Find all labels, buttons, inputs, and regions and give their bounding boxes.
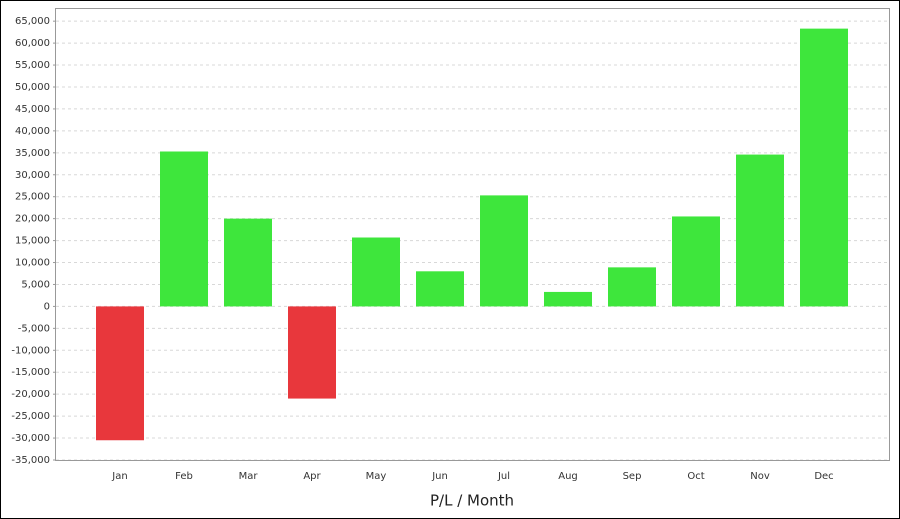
y-tick-label: -15,000 (11, 367, 50, 378)
plot-area: -35,000 -30,000 -25,000 -20,000 -15,000 -10,0… (11, 16, 889, 482)
y-tick-label: -25,000 (11, 411, 50, 422)
bar (160, 151, 208, 307)
x-axis-title: P/L / Month (430, 492, 514, 510)
x-tick-label: Nov (750, 471, 770, 482)
y-tick-label: -5,000 (18, 323, 50, 334)
bar (288, 306, 336, 399)
x-tick-label: Jul (497, 471, 510, 482)
bar (96, 306, 144, 441)
y-tick-label: 55,000 (15, 60, 50, 71)
y-tick-label: 35,000 (15, 148, 50, 159)
bar (416, 271, 464, 307)
y-tick-label: 5,000 (21, 279, 50, 290)
y-tick-label: -35,000 (11, 455, 50, 466)
y-tick-label: 25,000 (15, 192, 50, 203)
bar (352, 237, 400, 307)
y-tick-label: 30,000 (15, 170, 50, 181)
bar (608, 267, 656, 307)
bar (736, 154, 784, 307)
y-tick-label: 65,000 (15, 16, 50, 27)
x-tick-label: Apr (303, 471, 321, 482)
x-tick-label: May (366, 471, 387, 482)
y-tick-label: 45,000 (15, 104, 50, 115)
y-tick-label: -10,000 (11, 345, 50, 356)
plot-frame (55, 8, 890, 461)
y-tick-label: -20,000 (11, 389, 50, 400)
y-tick-label: 15,000 (15, 236, 50, 247)
x-tick-label: Feb (175, 471, 193, 482)
x-tick-label: Mar (239, 471, 259, 482)
y-tick-label: 40,000 (15, 126, 50, 137)
x-tick-label: Sep (623, 471, 642, 482)
y-tick-label: 60,000 (15, 38, 50, 49)
x-tick-label: Jan (111, 471, 127, 482)
y-tick-label: 50,000 (15, 82, 50, 93)
bar (672, 216, 720, 307)
y-tick-label: 20,000 (15, 214, 50, 225)
x-tick-label: Aug (558, 471, 578, 482)
x-tick-label: Jun (431, 471, 448, 482)
y-tick-label: 10,000 (15, 258, 50, 269)
x-tick-label: Oct (687, 471, 704, 482)
y-tick-label: 0 (44, 301, 50, 312)
bar (544, 291, 592, 307)
y-tick-label: -30,000 (11, 433, 50, 444)
bar (224, 218, 272, 307)
x-tick-label: Dec (814, 471, 833, 482)
bar (800, 28, 848, 307)
bar (480, 195, 528, 307)
